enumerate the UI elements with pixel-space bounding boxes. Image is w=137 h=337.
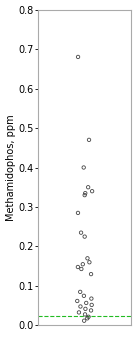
Point <box>91 188 93 194</box>
Point <box>79 289 81 295</box>
Point <box>87 314 90 319</box>
Point <box>83 318 85 324</box>
Point <box>83 293 85 299</box>
Point <box>82 262 84 267</box>
Point <box>80 230 82 235</box>
Point <box>84 192 86 198</box>
Point <box>84 306 86 311</box>
Point <box>76 298 78 304</box>
Point <box>77 210 79 216</box>
Point <box>77 264 79 270</box>
Point <box>85 300 87 306</box>
Point <box>87 185 89 190</box>
Point <box>83 165 85 170</box>
Y-axis label: Methamidophos, ppm: Methamidophos, ppm <box>6 114 16 221</box>
Point <box>88 137 90 143</box>
Point <box>80 266 82 272</box>
Point <box>86 316 88 321</box>
Point <box>84 312 86 317</box>
Point <box>84 190 86 196</box>
Point <box>86 256 89 261</box>
Point <box>88 259 91 265</box>
Point <box>91 302 93 308</box>
Point <box>79 304 82 309</box>
Point <box>90 296 92 301</box>
Point <box>90 271 92 277</box>
Point <box>84 234 86 239</box>
Point <box>78 310 80 315</box>
Point <box>90 308 92 313</box>
Point <box>77 54 79 60</box>
